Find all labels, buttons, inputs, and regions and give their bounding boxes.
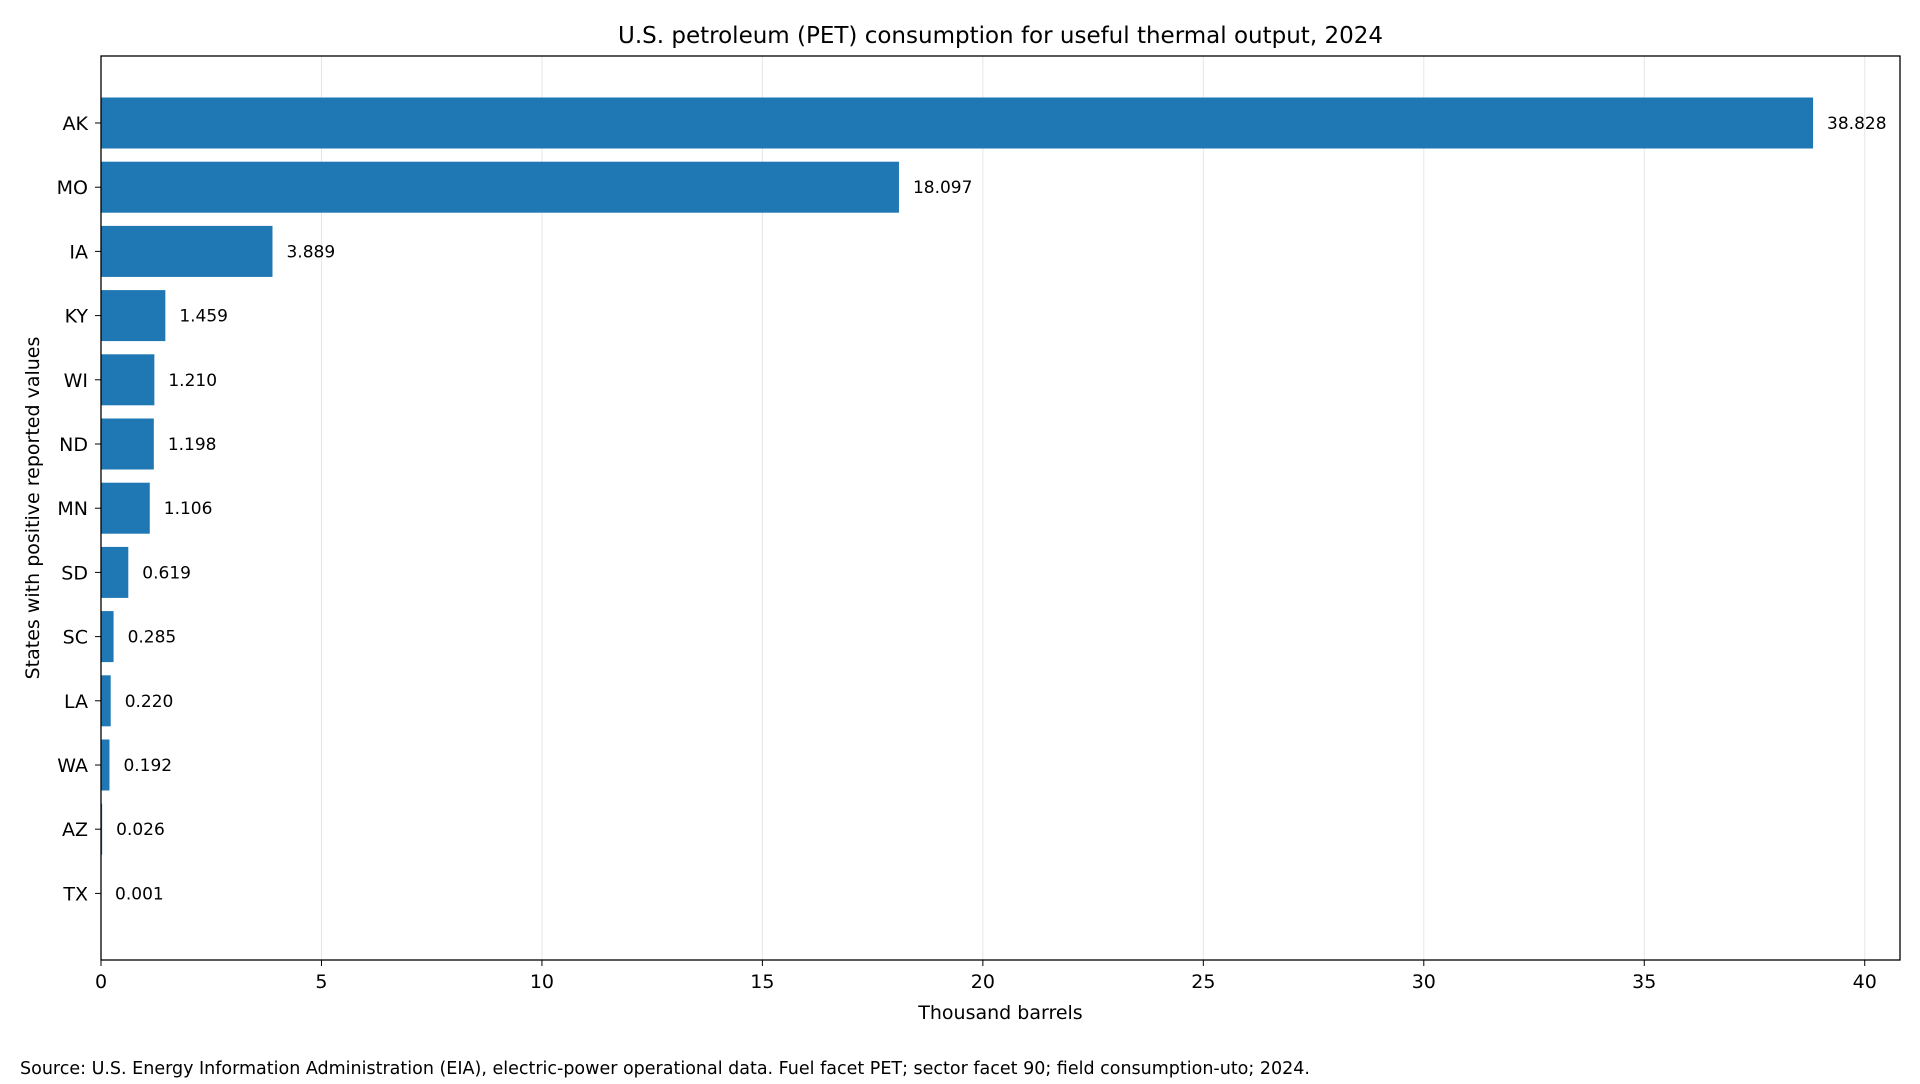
y-tick-label: MO <box>57 177 88 199</box>
bar-mo <box>101 162 899 213</box>
y-tick-label: KY <box>65 306 89 328</box>
data-label-mn: 1.106 <box>164 499 213 519</box>
x-tick-label: 30 <box>1412 971 1436 993</box>
x-tick-label: 5 <box>315 971 327 993</box>
bar-mn <box>101 483 150 534</box>
bar-la <box>101 675 111 726</box>
data-label-wi: 1.210 <box>168 371 217 391</box>
data-label-tx: 0.001 <box>115 884 164 904</box>
data-label-ia: 3.889 <box>286 242 335 262</box>
y-tick-label: SD <box>61 562 88 584</box>
y-axis-label: States with positive reported values <box>22 337 44 680</box>
y-tick-label: ND <box>59 434 88 456</box>
x-tick-label: 0 <box>95 971 107 993</box>
x-tick-label: 35 <box>1632 971 1656 993</box>
source-note: Source: U.S. Energy Information Administ… <box>20 1059 1310 1079</box>
data-label-wa: 0.192 <box>123 756 172 776</box>
chart-title: U.S. petroleum (PET) consumption for use… <box>618 23 1383 49</box>
data-label-nd: 1.198 <box>168 435 217 455</box>
x-tick-label: 25 <box>1191 971 1215 993</box>
data-label-az: 0.026 <box>116 820 165 840</box>
y-tick-label: WA <box>57 755 88 777</box>
bar-wa <box>101 740 109 791</box>
bar-sc <box>101 611 114 662</box>
bars-layer <box>101 98 1813 919</box>
y-tick-label: AK <box>63 113 89 135</box>
x-tick-label: 40 <box>1853 971 1877 993</box>
y-tick-label: TX <box>62 883 88 905</box>
data-label-sc: 0.285 <box>128 628 177 648</box>
x-tick-label: 20 <box>971 971 995 993</box>
data-label-mo: 18.097 <box>913 178 972 198</box>
data-label-la: 0.220 <box>125 692 174 712</box>
data-label-ky: 1.459 <box>179 307 228 327</box>
data-labels-layer: 38.828 18.097 3.889 1.459 1.210 1.198 1.106 0.6… <box>115 114 1886 904</box>
y-tick-label: AZ <box>62 819 88 841</box>
bar-ak <box>101 98 1813 149</box>
x-tick-label: 15 <box>750 971 774 993</box>
bar-wi <box>101 354 154 405</box>
x-axis-label: Thousand barrels <box>917 1002 1082 1024</box>
y-tick-label: IA <box>69 241 88 263</box>
y-tick-label: SC <box>63 627 88 649</box>
y-tick-label: LA <box>64 691 88 713</box>
data-label-sd: 0.619 <box>142 563 191 583</box>
x-tick-label: 10 <box>530 971 554 993</box>
bar-ky <box>101 290 165 341</box>
bar-sd <box>101 547 128 598</box>
data-label-ak: 38.828 <box>1827 114 1886 134</box>
bar-nd <box>101 419 154 470</box>
bar-ia <box>101 226 272 277</box>
y-tick-label: MN <box>57 498 88 520</box>
y-tick-label: WI <box>64 370 88 392</box>
